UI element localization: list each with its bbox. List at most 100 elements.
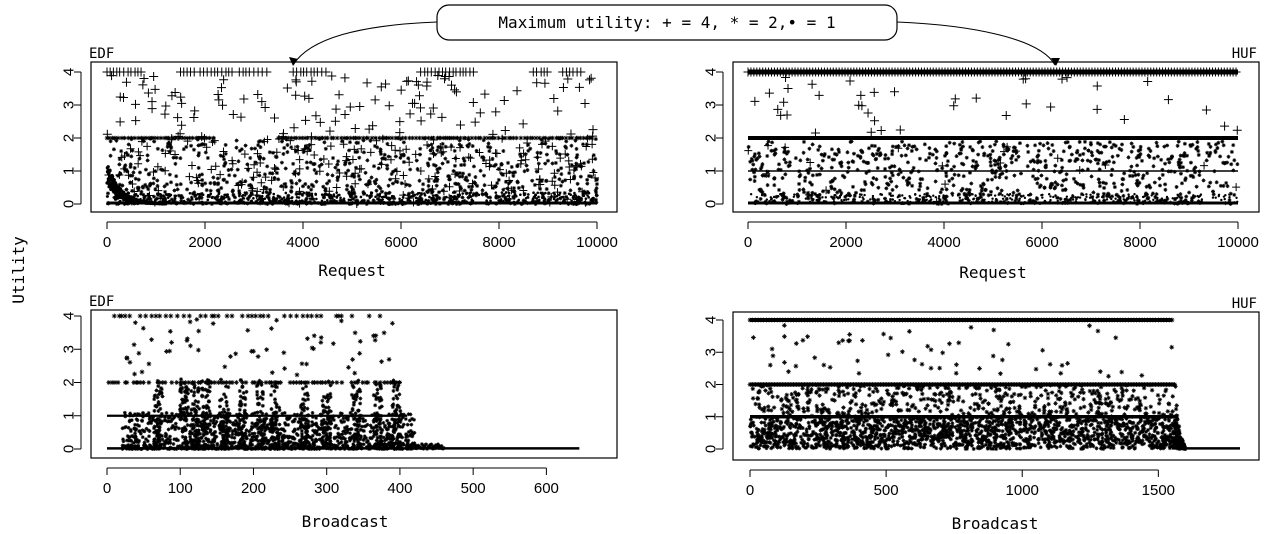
data-point-dot [886,200,889,204]
data-point-star [926,155,931,160]
data-point-star [782,146,787,151]
data-point-star [185,187,190,192]
data-point-dot [238,191,241,195]
data-point-star [356,378,361,383]
data-point-plus [495,165,504,174]
data-point-star [488,163,493,168]
data-point-dot [1008,193,1012,196]
data-point-star [349,380,355,385]
data-point-star [322,409,327,414]
data-point-dot [524,197,528,200]
data-point-star [143,167,148,172]
data-point-star [169,340,175,345]
data-point-star [148,197,153,202]
data-point-dot [824,196,828,199]
data-point-star [457,174,462,179]
data-point-plus [586,73,596,83]
data-point-star [1031,174,1036,179]
data-point-star [1137,180,1142,185]
data-point-dot [987,200,990,204]
data-point-dot [1019,194,1023,198]
data-point-star [1112,181,1116,186]
data-point-star [530,135,536,141]
data-point-star [520,184,525,189]
data-point-star [802,190,807,195]
data-point-star [259,382,264,387]
x-axis-label: Broadcast [302,512,389,531]
data-point-star [1014,148,1019,153]
data-point-plus [330,116,340,126]
data-point-star [210,321,216,326]
data-point-star [394,380,399,385]
data-point-star [130,413,135,418]
data-point-dot [816,199,820,203]
data-point-star [897,167,902,172]
x-tick-label: 100 [168,480,193,497]
data-point-star [1068,197,1073,202]
data-point-star [756,151,761,156]
data-point-star [1079,192,1084,197]
data-point-star [1213,142,1218,147]
data-point-plus [779,97,789,107]
data-point-star [486,144,491,149]
data-point-star [1101,191,1106,196]
data-point-star [128,162,133,167]
data-point-plus [890,87,900,97]
data-point-star [810,190,815,195]
data-point-star [585,177,590,182]
data-point-star [990,149,995,154]
data-point-star [391,388,396,393]
data-point-star [494,195,499,200]
data-point-star [244,191,249,196]
data-point-dot [390,201,393,204]
data-point-star [322,195,327,200]
data-point-star [349,173,354,178]
data-point-star [195,137,200,142]
data-point-star [591,169,596,174]
data-point-star [1190,142,1195,147]
data-point-star [391,169,396,174]
data-point-star [301,150,306,155]
data-point-star [550,135,555,141]
data-point-dot [255,200,258,203]
data-point-star [819,152,824,157]
data-point-star [887,165,892,170]
data-point-star [183,412,188,417]
data-point-dot [453,200,456,204]
data-point-dot [812,198,815,201]
data-point-star [558,136,563,141]
data-point-star [379,404,384,409]
data-point-star [1055,182,1060,187]
data-point-dot [1049,195,1052,198]
data-point-plus [854,100,864,110]
data-point-star [203,181,208,186]
data-point-star [182,400,187,405]
data-point-star [152,397,157,402]
data-point-dot [787,202,791,205]
data-point-star [399,153,404,158]
data-point-star [245,162,250,167]
data-point-star [398,409,403,414]
points [106,313,580,451]
data-point-star [208,181,213,186]
data-point-star [167,328,173,334]
data-point-star [392,384,397,389]
data-point-dot [1156,198,1159,201]
data-point-star [930,152,935,157]
data-point-star [378,395,383,400]
data-point-star [141,138,146,143]
data-point-dot [292,201,295,205]
data-point-star [1089,174,1094,179]
data-point-star [183,394,188,399]
data-point-star [171,442,176,446]
data-point-star [890,149,895,154]
data-point-star [829,165,834,170]
data-point-star [396,417,401,422]
data-point-star [1121,193,1126,198]
data-point-star [162,439,167,444]
data-point-star [830,178,835,183]
data-point-star [183,405,188,410]
data-point-star [135,380,141,385]
data-point-star [777,162,782,167]
